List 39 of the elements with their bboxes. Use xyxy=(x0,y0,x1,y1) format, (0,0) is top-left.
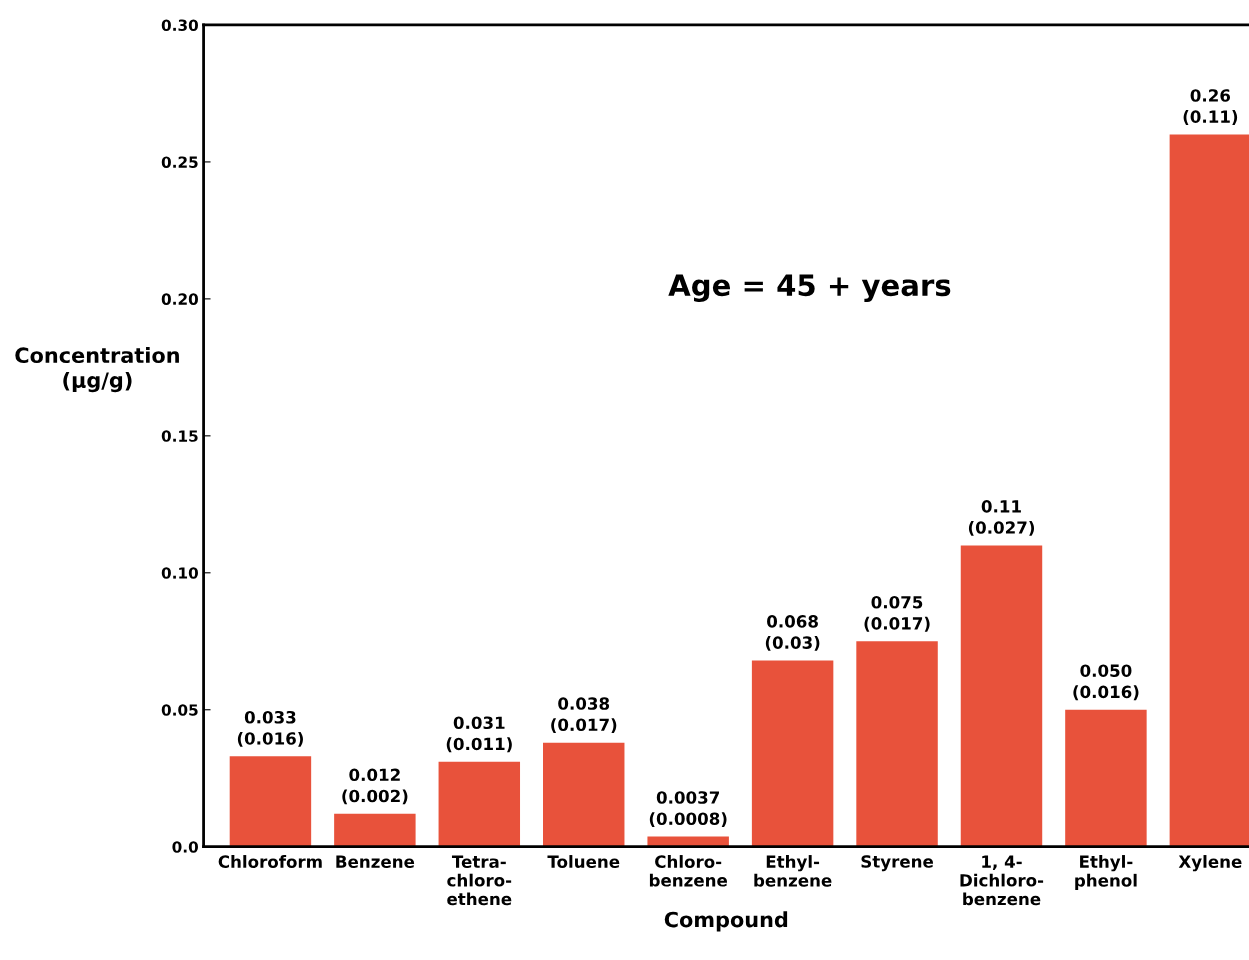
x-tick-label: Styrene xyxy=(861,855,934,872)
bar xyxy=(334,813,416,847)
x-tick-label: Xylene xyxy=(1178,855,1242,872)
data-label: 0.038 (0.017) xyxy=(551,697,617,734)
bar xyxy=(960,545,1043,847)
x-tick-label: Toluene xyxy=(547,855,620,868)
bar xyxy=(438,761,521,847)
x-tick-label: Chloroform xyxy=(218,855,322,868)
y-tick-label: 0.10 xyxy=(161,567,198,579)
bar xyxy=(856,641,938,847)
data-label: 0.075 (0.017) xyxy=(864,595,930,632)
x-tick-label: Ethyl- phenol xyxy=(1075,855,1137,890)
data-label: 0.068 (0.03) xyxy=(765,615,820,651)
data-label: 0.031 (0.011) xyxy=(446,716,512,753)
y-axis-title: Concentration (µg/g) xyxy=(15,346,179,393)
bar xyxy=(1169,134,1249,847)
y-tick-label: 0.25 xyxy=(161,156,198,168)
y-tick-label: 0.05 xyxy=(161,704,198,716)
bar xyxy=(229,756,312,847)
data-label: 0.26 (0.11) xyxy=(1183,89,1238,125)
data-label: 0.11 (0.027) xyxy=(968,500,1035,536)
x-tick-label: 1, 4- Dichloro- benzene xyxy=(960,855,1044,906)
bar xyxy=(543,742,625,847)
x-tick-label: Ethyl- benzene xyxy=(754,855,832,887)
y-tick-label: 0.30 xyxy=(161,19,198,31)
x-tick-label: Chloro- benzene xyxy=(649,855,727,887)
data-label: 0.0037 (0.0008) xyxy=(649,791,727,827)
data-label: 0.012 (0.002) xyxy=(342,768,408,805)
bar xyxy=(1065,709,1147,847)
data-label: 0.050 (0.016) xyxy=(1073,664,1139,701)
x-tick-label: Benzene xyxy=(336,855,415,868)
data-label: 0.033 (0.016) xyxy=(237,710,303,747)
x-axis-title: Compound xyxy=(664,911,788,932)
y-tick-label: 0.15 xyxy=(161,430,198,442)
bar xyxy=(751,660,834,847)
x-tick-label: Tetra- chloro- ethene xyxy=(447,855,512,906)
y-tick-label: 0.0 xyxy=(172,841,198,853)
y-tick-label: 0.20 xyxy=(161,293,198,305)
annotation: Age = 45 + years xyxy=(668,274,951,303)
